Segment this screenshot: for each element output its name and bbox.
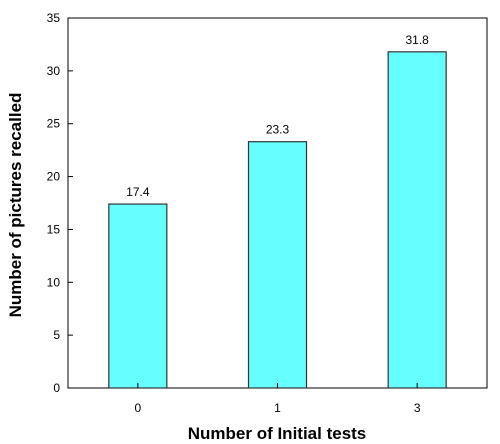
value-label-0: 17.4 (126, 185, 150, 199)
y-axis-title: Number of pictures recalled (6, 93, 25, 318)
y-tick-label: 5 (53, 328, 60, 342)
x-axis-ticks: 0 1 3 (134, 383, 421, 415)
x-tick-label-1: 1 (274, 401, 281, 415)
y-tick-label: 20 (47, 170, 61, 184)
y-tick-label: 30 (47, 64, 61, 78)
x-axis-title: Number of Initial tests (188, 424, 367, 443)
y-tick-label: 35 (47, 11, 61, 25)
bar-3 (387, 51, 447, 389)
value-label-1: 23.3 (266, 123, 290, 137)
y-tick-label: 15 (47, 222, 61, 236)
value-labels: 17.4 23.3 31.8 (126, 33, 429, 199)
bar-1 (247, 141, 308, 389)
y-tick-label: 0 (53, 381, 60, 395)
x-tick-label-3: 3 (414, 401, 421, 415)
bars (108, 51, 447, 389)
y-axis-ticks: 0 5 10 15 20 25 30 35 (47, 11, 73, 395)
x-tick-label-0: 0 (134, 401, 141, 415)
bar-0 (108, 203, 168, 389)
y-tick-label: 25 (47, 117, 61, 131)
y-tick-label: 10 (47, 275, 61, 289)
value-label-3: 31.8 (405, 33, 429, 47)
